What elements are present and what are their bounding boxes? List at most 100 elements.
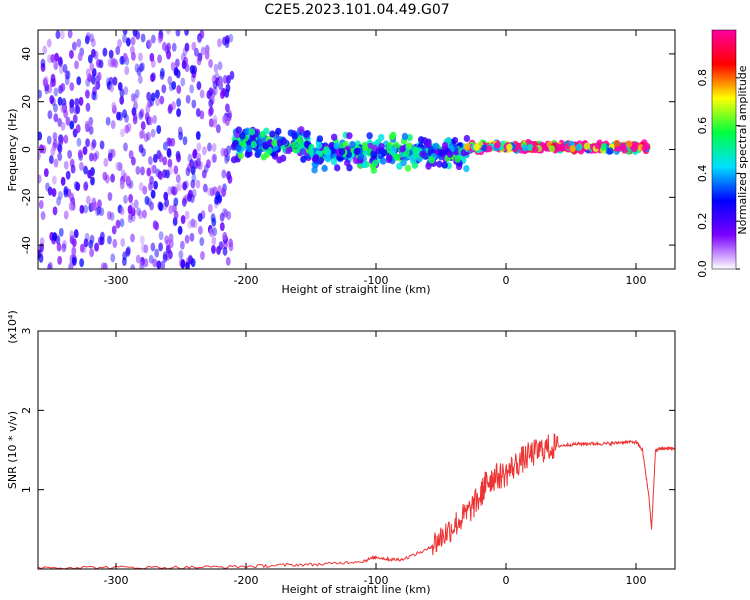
spectrogram-cell xyxy=(182,47,188,57)
spectrogram-cell xyxy=(200,251,205,261)
spectrogram-cell xyxy=(79,243,85,253)
spectrogram-cell xyxy=(370,150,377,158)
spectrogram-cell xyxy=(63,160,69,170)
spectrogram-cell xyxy=(142,209,147,219)
spectrogram-cell xyxy=(229,70,235,80)
spectrogram-cell xyxy=(219,212,225,222)
spectrogram-cell xyxy=(91,48,96,58)
spectrogram-cell xyxy=(109,83,114,93)
spectrogram-cell xyxy=(298,125,305,134)
snr-series-line xyxy=(38,433,675,569)
spectrogram-cell xyxy=(100,262,106,269)
spectrogram-cell xyxy=(246,144,253,153)
spectrogram-cell xyxy=(61,243,67,253)
spectrogram-cell xyxy=(107,58,113,68)
spectrogram-cell xyxy=(349,140,356,149)
spectrogram-cell xyxy=(113,59,119,69)
spectrogram-cell xyxy=(158,153,164,163)
spectrogram-cell xyxy=(211,154,217,164)
spectrogram-cell xyxy=(52,232,58,242)
spectrogram-cell xyxy=(130,92,136,102)
spectrogram-cell xyxy=(38,174,42,184)
spectrogram-cell xyxy=(131,156,136,166)
spectrogram-cell xyxy=(43,75,49,85)
spectrogram-cell xyxy=(89,62,95,72)
spectrogram-cell xyxy=(212,227,218,237)
spectrogram-cell xyxy=(50,53,56,63)
spectrogram-cell xyxy=(199,110,205,120)
spectrogram-cell xyxy=(83,182,89,192)
spectrogram-cell xyxy=(85,89,90,99)
spectrogram-cell xyxy=(64,70,70,80)
colorbar-gradient xyxy=(711,29,737,270)
spectrogram-cell xyxy=(208,106,214,116)
spectrogram-cell xyxy=(130,233,135,243)
spectrogram-cell xyxy=(85,32,91,42)
spectrogram-cell xyxy=(197,212,203,222)
spectrogram-cell xyxy=(190,179,196,189)
spectrogram-cell xyxy=(191,41,197,51)
spectrogram-cell xyxy=(211,236,217,246)
spectrogram-cell xyxy=(48,155,54,165)
spectrogram-cell xyxy=(106,210,112,220)
spectrogram-cell xyxy=(125,247,131,257)
spectrogram-cell xyxy=(181,197,187,207)
spectrogram-cell xyxy=(196,152,202,162)
spectrogram-cell xyxy=(164,235,170,245)
spectrogram-cell xyxy=(189,159,195,169)
spectrogram-cell xyxy=(404,164,412,172)
spectrogram-cell xyxy=(121,257,127,267)
spectrogram-cell xyxy=(132,115,138,125)
spectrogram-cell xyxy=(110,148,116,158)
spectrogram-cell xyxy=(178,250,184,260)
spectrogram-cell xyxy=(77,149,83,159)
spectrogram-cell xyxy=(91,76,97,86)
spectrogram-cell xyxy=(122,34,127,44)
spectrogram-cell xyxy=(47,186,53,196)
spectrogram-cell xyxy=(212,186,218,196)
spectrogram-cell xyxy=(90,176,95,186)
spectrogram-cell xyxy=(631,145,638,153)
spectrogram-cell xyxy=(110,120,116,130)
spectrogram-cell xyxy=(170,185,176,195)
spectrogram-cell xyxy=(221,169,227,179)
spectrogram-cell xyxy=(122,109,127,119)
spectrogram-cell xyxy=(89,33,95,43)
spectrogram-cell xyxy=(56,242,62,252)
spectrogram-cell xyxy=(69,230,75,240)
spectrogram-cell xyxy=(506,143,513,151)
spectrogram-cell xyxy=(53,113,59,123)
snr-x-ticks: -300 -200 -100 0 100 xyxy=(104,331,647,587)
spectrogram-cell xyxy=(57,190,63,200)
spectrogram-cell xyxy=(167,105,173,115)
spectrogram-cell xyxy=(594,142,602,150)
spectrogram-cell xyxy=(357,152,365,160)
spectrogram-cell xyxy=(146,167,152,177)
spectrogram-cell xyxy=(180,258,186,268)
spectrogram-cell xyxy=(119,95,125,105)
spectrogram-cell xyxy=(154,221,159,231)
spectrogram-cell xyxy=(187,189,193,199)
spectrogram-x-label: Height of straight line (km) xyxy=(281,283,430,296)
spectrogram-cell xyxy=(128,193,133,203)
spectrogram-cell xyxy=(159,70,165,80)
spectrogram-cell xyxy=(162,41,167,51)
spectrogram-cell xyxy=(105,77,111,87)
spectrogram-cell xyxy=(199,237,205,247)
spectrogram-cell xyxy=(130,212,136,222)
spectrogram-cell xyxy=(287,129,295,137)
spectrogram-cell xyxy=(95,80,101,90)
spectrogram-cell xyxy=(57,152,63,162)
spectrogram-cell xyxy=(87,54,93,64)
spectrogram-cell xyxy=(98,59,104,69)
spectrogram-cell xyxy=(99,231,105,241)
spectrogram-cell xyxy=(526,143,534,152)
spectrogram-cell xyxy=(83,165,88,175)
spectrogram-cell xyxy=(218,77,223,87)
figure-title: C2E5.2023.101.04.49.G07 xyxy=(264,2,449,18)
spectrogram-cell xyxy=(38,249,41,259)
spectrogram-cell xyxy=(175,69,181,79)
spectrogram-cell xyxy=(150,34,156,44)
